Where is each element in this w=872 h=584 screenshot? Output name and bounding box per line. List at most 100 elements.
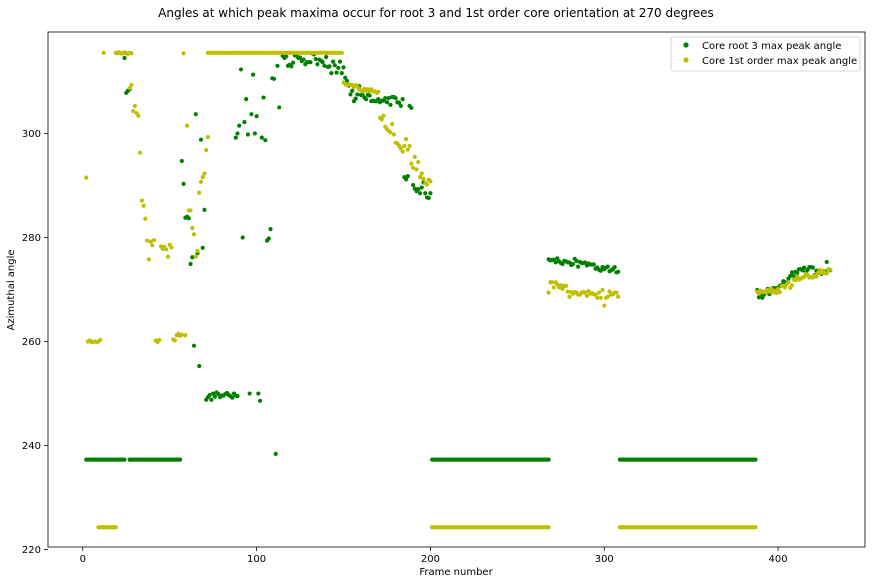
root3-point — [266, 236, 271, 241]
first-order-point — [546, 290, 551, 295]
first-order-point — [193, 254, 198, 259]
first-order-point — [419, 171, 424, 176]
first-order-point — [551, 285, 556, 290]
root3-point — [256, 391, 261, 396]
root3-point — [329, 71, 334, 76]
first-order-point — [417, 175, 423, 180]
root3-point — [795, 270, 800, 275]
first-order-point — [412, 154, 417, 159]
first-order-point — [753, 525, 758, 530]
first-order-point — [157, 337, 162, 343]
first-order-point — [817, 267, 822, 272]
x-axis-ticks: 0 100 200 300 400 — [80, 547, 788, 565]
first-order-point — [390, 121, 395, 127]
first-order-point — [407, 143, 412, 149]
root3-point — [591, 262, 596, 267]
root3-point — [339, 71, 344, 76]
first-order-point — [767, 289, 772, 294]
root3-point — [560, 261, 565, 267]
root3-point — [181, 181, 186, 186]
root3-point — [211, 391, 216, 396]
plot-area-frame — [47, 31, 866, 548]
first-order-point — [197, 190, 202, 195]
root3-point — [238, 67, 244, 72]
root3-point — [322, 63, 327, 68]
root3-point — [760, 295, 765, 300]
root3-point — [261, 95, 266, 100]
first-order-point — [84, 175, 89, 180]
root3-point — [178, 457, 183, 462]
first-order-point — [560, 286, 565, 292]
first-order-point — [595, 295, 600, 300]
first-order-point — [400, 149, 405, 154]
root3-point — [336, 65, 341, 70]
root3-point — [263, 138, 268, 143]
root3-point — [386, 95, 391, 101]
root3-point — [249, 112, 254, 117]
first-order-point — [424, 182, 430, 187]
root3-point — [576, 264, 581, 269]
root3-point — [233, 135, 238, 140]
root3-point — [315, 62, 320, 67]
root3-point — [193, 112, 198, 117]
first-order-point — [607, 289, 612, 294]
root3-point — [245, 132, 250, 137]
first-order-point — [388, 130, 393, 135]
root3-point — [254, 114, 259, 119]
root3-point — [188, 261, 193, 267]
root3-point — [313, 56, 318, 62]
first-order-point — [555, 282, 560, 287]
root3-point — [355, 92, 360, 97]
first-order-point — [583, 290, 588, 295]
root3-point — [212, 394, 217, 399]
root3-point — [247, 391, 252, 396]
first-order-point — [127, 86, 132, 91]
root3-point — [190, 255, 195, 260]
root3-point — [350, 88, 355, 93]
first-order-point — [188, 208, 193, 213]
first-order-point — [782, 285, 788, 290]
y-tick-label: 240 — [22, 441, 41, 452]
root3-point — [186, 216, 191, 221]
first-order-point — [150, 243, 155, 248]
root3-point — [428, 191, 433, 196]
first-order-point — [148, 239, 153, 244]
root3-point — [417, 191, 423, 196]
root3-point — [251, 72, 256, 77]
root3-point — [334, 70, 339, 75]
first-order-point — [151, 237, 157, 243]
first-order-point — [775, 286, 781, 292]
first-order-point — [144, 238, 150, 243]
root3-point — [191, 343, 197, 348]
first-order-point — [131, 108, 136, 114]
first-order-point — [414, 167, 419, 172]
first-order-point — [391, 132, 397, 137]
root3-point — [348, 92, 353, 97]
first-order-point — [129, 51, 134, 56]
first-order-point — [410, 165, 416, 170]
legend-marker-root3 — [683, 42, 689, 48]
root3-point — [789, 270, 795, 275]
root3-point — [574, 258, 579, 263]
root3-point — [289, 64, 294, 69]
first-order-point — [565, 289, 570, 294]
root3-point — [330, 59, 336, 64]
first-order-point — [200, 175, 205, 180]
root3-point — [337, 59, 343, 64]
first-order-point — [136, 113, 141, 118]
first-order-point — [339, 50, 344, 55]
y-tick-label: 260 — [22, 337, 41, 348]
root3-point — [546, 457, 551, 462]
first-order-point — [584, 293, 589, 298]
x-tick-label: 400 — [769, 554, 788, 565]
first-order-point — [129, 82, 134, 88]
first-order-point — [824, 271, 829, 276]
root3-point — [244, 97, 249, 102]
root3-point — [423, 191, 428, 196]
root3-point — [332, 63, 337, 68]
root3-point — [301, 57, 306, 62]
legend-label-root3: Core root 3 max peak angle — [702, 41, 841, 52]
root3-point — [416, 187, 421, 192]
root3-point — [324, 54, 329, 60]
y-axis-ticks: 220 240 260 280 300 — [22, 129, 48, 556]
